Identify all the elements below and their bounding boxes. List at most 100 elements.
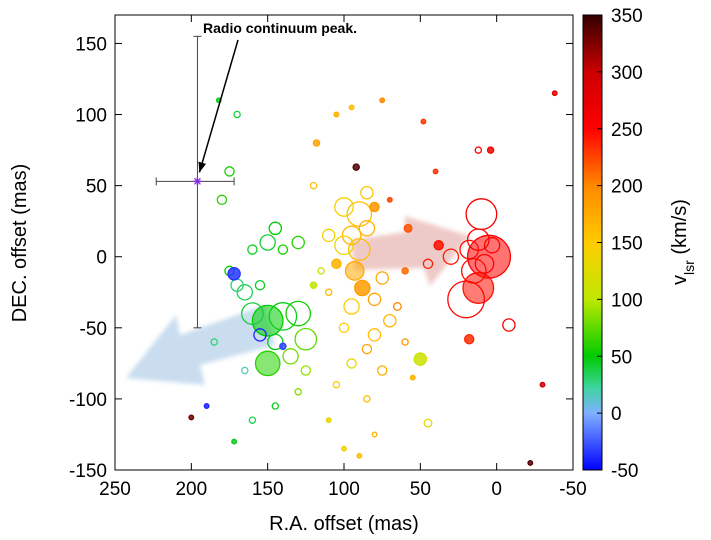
colorbar-title-unit: (km/s) [669, 199, 691, 260]
colorbar-title: vlsr (km/s) [669, 199, 697, 285]
maser-spot-70 [282, 348, 299, 365]
maser-spot-71 [236, 284, 254, 301]
colorbar-tick-label: -50 [611, 461, 638, 482]
colorbar-tick-label: 350 [611, 6, 643, 27]
maser-spot-19 [527, 459, 534, 466]
maser-spot-73 [254, 279, 266, 291]
maser-spot-88 [241, 366, 249, 375]
colorbar-tick-label: 50 [611, 347, 632, 368]
maser-spot-56 [401, 338, 409, 346]
colorbar-tick-label: 150 [611, 234, 643, 255]
maser-spot-77 [277, 244, 289, 255]
maser-spot-18 [539, 381, 546, 388]
colorbar-axis: 350 300 250 200 150 100 50 0 -50 [597, 6, 643, 482]
maser-spot-36 [369, 201, 380, 213]
maser-spot-83 [216, 194, 228, 206]
maser-spot-58 [309, 181, 318, 190]
colorbar-title-sub: lsr [681, 260, 697, 275]
maser-spot-51 [341, 445, 347, 452]
maser-spot-14 [463, 333, 475, 345]
colorbar-tick-label: 300 [611, 63, 643, 84]
maser-spot-25 [341, 225, 362, 246]
maser-spot-62 [379, 97, 386, 104]
maser-spot-28 [358, 220, 376, 237]
x-axis-title: R.A. offset (mas) [269, 513, 419, 535]
maser-spot-11 [442, 248, 460, 265]
maser-spot-85 [233, 110, 241, 119]
maser-spot-68 [294, 327, 318, 351]
maser-spot-98 [309, 281, 318, 289]
maser-spot-15 [486, 146, 495, 154]
maser-spot-66 [285, 300, 312, 327]
maser-spot-21 [432, 168, 439, 175]
maser-spot-50 [356, 452, 363, 459]
maser-spot-91 [294, 388, 302, 396]
maser-spot-39 [321, 228, 336, 243]
maser-spot-49 [371, 431, 378, 438]
annotation-arrowhead [198, 161, 207, 173]
y-tick-label: 0 [96, 248, 107, 269]
y-axis: 150 100 50 0 -50 -100 -150 [69, 34, 573, 482]
maser-spot-27 [334, 197, 354, 217]
annotation-arrow [198, 39, 239, 173]
maser-spot-45 [361, 343, 373, 355]
colorbar-tick-label: 0 [611, 404, 622, 425]
maser-spot-80 [227, 267, 241, 281]
maser-spot-94 [203, 403, 210, 409]
maser-spot-8 [483, 237, 501, 254]
maser-spot-64 [241, 302, 264, 325]
continuum-peak-marker [193, 177, 202, 186]
maser-spot-97 [317, 267, 325, 275]
maser-spot-44 [346, 358, 357, 369]
maser-spot-29 [344, 261, 365, 281]
maser-spot-48 [363, 395, 371, 403]
maser-spot-23 [403, 223, 413, 233]
maser-spot-20 [420, 118, 427, 125]
maser-spot-33 [347, 238, 371, 261]
maser-spot-2 [462, 272, 495, 304]
maser-spot-76 [291, 235, 305, 250]
maser-spot-38 [331, 258, 342, 270]
x-tick-label: -50 [559, 479, 586, 500]
maser-spot-93 [188, 414, 195, 421]
maser-spot-12 [433, 240, 444, 251]
maser-spot-7 [474, 253, 495, 274]
maser-spot-63 [251, 304, 284, 337]
maser-spot-78 [247, 244, 258, 255]
maser-spot-37 [352, 163, 360, 171]
maser-spot-42 [338, 322, 350, 334]
y-tick-label: 150 [75, 34, 107, 55]
x-tick-label: 100 [328, 479, 360, 500]
maser-spot-40 [375, 271, 389, 285]
x-tick-label: 150 [252, 479, 284, 500]
maser-spot-31 [343, 298, 360, 315]
maser-spot-90 [271, 402, 280, 410]
maser-spot-43 [383, 313, 397, 328]
x-tick-label: 200 [175, 479, 207, 500]
maser-spot-57 [409, 374, 416, 381]
x-axis: 250 200 150 100 50 0 -50 [99, 15, 587, 500]
maser-spot-41 [367, 328, 382, 342]
x-tick-label: 250 [99, 479, 131, 500]
maser-spot-53 [423, 418, 433, 428]
maser-spot-6 [447, 280, 486, 319]
marker-stroke-d2 [194, 177, 201, 185]
y-tick-label: -50 [80, 319, 107, 340]
colorbar-title-v: v [669, 275, 691, 285]
maser-spot-24 [401, 267, 409, 275]
maser-spot-69 [267, 333, 284, 351]
maser-spot-13 [422, 258, 434, 270]
y-tick-label: -150 [69, 461, 107, 482]
maser-spot-67 [254, 350, 281, 377]
x-tick-label: 50 [410, 479, 431, 500]
maser-spot-96 [324, 288, 333, 297]
continuum-peak-annotation: Radio continuum peak. [155, 20, 357, 329]
maser-spot-32 [367, 292, 382, 307]
maser-spot-84 [224, 166, 235, 177]
maser-spot-61 [348, 104, 355, 111]
maser-spot-55 [392, 302, 402, 311]
y-tick-label: 100 [75, 106, 107, 127]
maser-spot-34 [334, 235, 354, 256]
colorbar-tick-label: 100 [611, 290, 643, 311]
